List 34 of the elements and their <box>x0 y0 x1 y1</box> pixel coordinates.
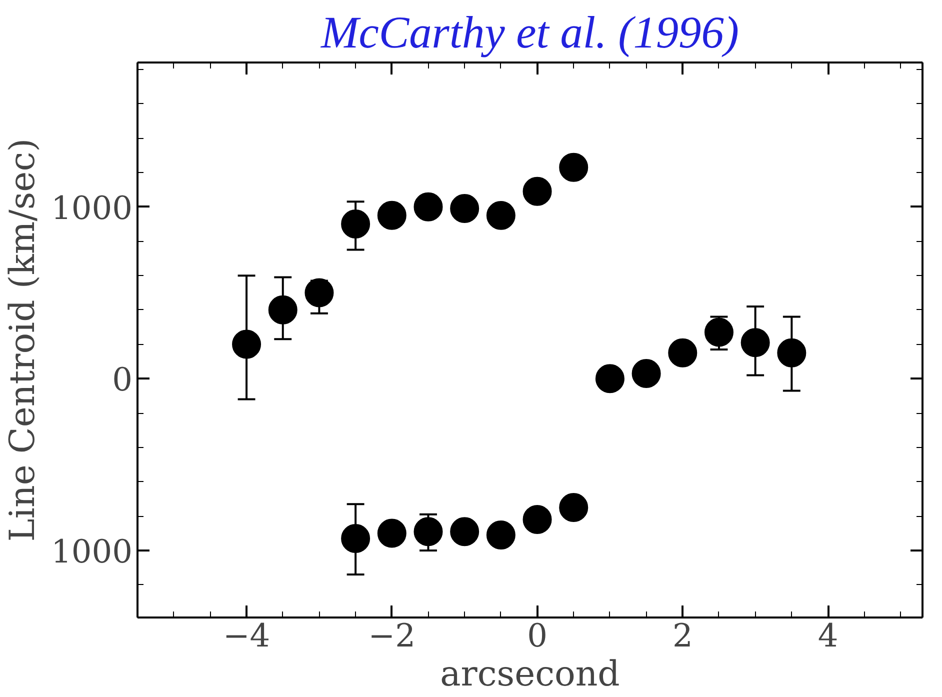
x-tick-label: −2 <box>368 616 416 654</box>
point <box>450 194 480 224</box>
point <box>595 364 624 394</box>
point <box>341 210 370 238</box>
point <box>377 518 406 548</box>
y-axis-title: Line Centroid (km/sec) <box>3 138 44 542</box>
point <box>632 359 661 388</box>
point <box>740 328 770 358</box>
x-tick-label: 2 <box>672 616 693 654</box>
point <box>486 520 516 550</box>
point <box>414 517 443 546</box>
y-tick-label: 0 <box>112 360 132 399</box>
x-tick-label: 4 <box>818 616 838 654</box>
x-tick-label: 0 <box>527 616 548 654</box>
point <box>522 176 552 206</box>
point <box>232 330 262 359</box>
point <box>341 524 370 553</box>
point <box>522 505 552 534</box>
point <box>559 152 588 182</box>
y-tick-label: 1000 <box>51 188 132 227</box>
point <box>777 338 806 368</box>
point <box>268 295 298 324</box>
point <box>414 192 443 222</box>
y-tick-label: 1000 <box>51 532 132 570</box>
point <box>450 517 480 546</box>
point <box>486 200 516 230</box>
x-tick-label: −4 <box>222 616 270 654</box>
chart-title: McCarthy et al. (1996) <box>320 8 739 58</box>
point <box>377 200 406 230</box>
point <box>304 278 334 308</box>
point <box>668 338 698 368</box>
point <box>704 318 734 347</box>
point <box>559 493 588 522</box>
x-axis-title: arcsecond <box>440 654 620 694</box>
